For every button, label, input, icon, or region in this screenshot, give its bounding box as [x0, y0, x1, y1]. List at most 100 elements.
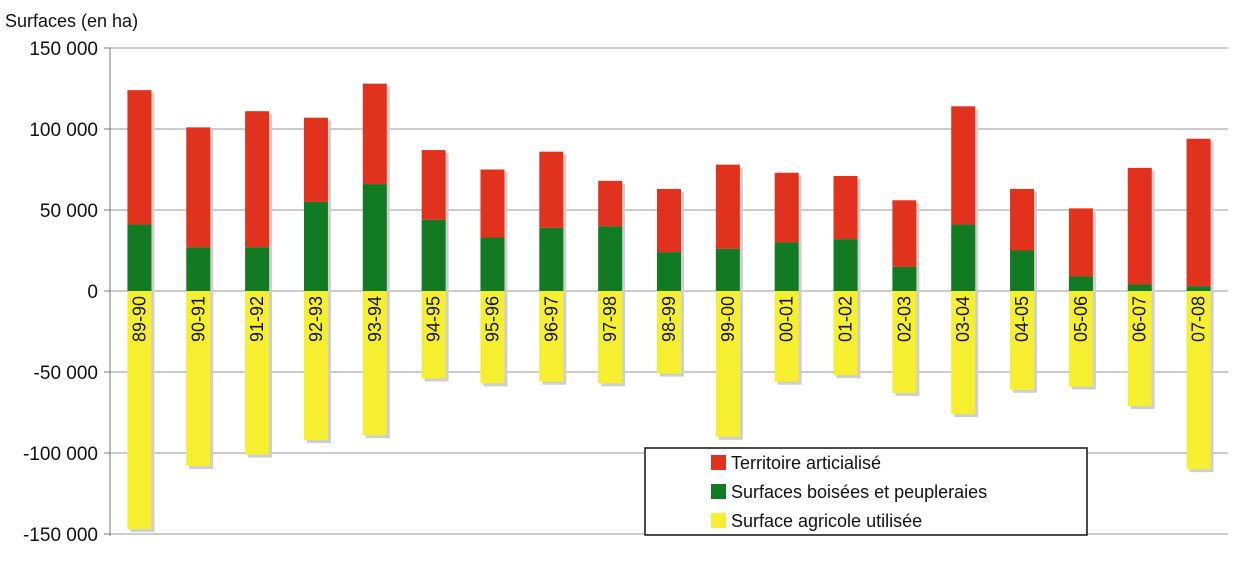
x-category-label: 93-94 — [365, 296, 385, 342]
y-tick-label: -50 000 — [34, 363, 98, 384]
bar-territoire — [598, 180, 623, 227]
bar-boisees — [245, 247, 270, 291]
bar-territoire — [421, 150, 446, 220]
bar-group-06-07: 06-07 — [1127, 167, 1155, 410]
bar-boisees — [715, 248, 740, 291]
bar-territoire — [362, 83, 387, 185]
bar-group-89-90: 89-90 — [127, 90, 155, 533]
bar-boisees — [539, 227, 564, 291]
x-category-label: 03-04 — [953, 296, 973, 342]
bar-boisees — [774, 242, 799, 291]
bar-territoire — [1010, 188, 1035, 251]
y-tick-label: 150 000 — [29, 39, 98, 60]
bar-boisees — [1068, 276, 1093, 291]
legend-label: Surface agricole utilisée — [731, 511, 922, 531]
legend-swatch — [711, 455, 726, 470]
legend-swatch — [711, 513, 726, 528]
bar-group-93-94: 93-94 — [362, 83, 390, 439]
bar-agricole — [421, 291, 446, 379]
y-axis-label: Surfaces (en ha) — [5, 11, 138, 31]
x-category-label: 96-97 — [541, 296, 561, 342]
bar-agricole — [598, 291, 623, 384]
bar-boisees — [951, 224, 976, 291]
bar-territoire — [715, 164, 740, 249]
bar-territoire — [127, 90, 152, 225]
bar-boisees — [892, 266, 917, 291]
bar-agricole — [245, 291, 270, 455]
bar-territoire — [1186, 138, 1211, 287]
x-category-label: 00-01 — [777, 296, 797, 342]
x-category-label: 98-99 — [659, 296, 679, 342]
bar-territoire — [833, 175, 858, 240]
y-tick-label: -150 000 — [23, 525, 98, 546]
x-category-label: 91-92 — [247, 296, 267, 342]
x-category-label: 92-93 — [306, 296, 326, 342]
bar-group-95-96: 95-96 — [480, 169, 508, 387]
bar-boisees — [833, 239, 858, 291]
bar-agricole — [303, 291, 328, 441]
legend-swatch — [711, 484, 726, 499]
y-tick-label: 50 000 — [40, 201, 98, 222]
bar-territoire — [774, 172, 799, 243]
x-category-label: 01-02 — [836, 296, 856, 342]
bar-agricole — [480, 291, 505, 384]
bar-agricole — [1186, 291, 1211, 470]
legend-label: Surfaces boisées et peupleraies — [731, 482, 987, 502]
bar-agricole — [774, 291, 799, 382]
bar-territoire — [245, 111, 270, 248]
bars: 89-90 90-91 91-92 92-93 93-94 94-95 95-96 96-97… — [127, 83, 1214, 533]
bar-boisees — [303, 201, 328, 291]
bar-boisees — [1127, 284, 1152, 291]
bar-territoire — [951, 106, 976, 225]
bar-boisees — [1186, 286, 1211, 291]
bar-territoire — [1068, 208, 1093, 277]
x-category-label: 05-06 — [1071, 296, 1091, 342]
x-category-label: 90-91 — [188, 296, 208, 342]
bar-group-91-92: 91-92 — [245, 111, 273, 458]
bar-group-90-91: 90-91 — [186, 127, 214, 469]
bar-territoire — [539, 151, 564, 228]
bar-agricole — [833, 291, 858, 376]
x-category-label: 99-00 — [718, 296, 738, 342]
x-category-label: 07-08 — [1189, 296, 1209, 342]
y-tick-label: -100 000 — [23, 444, 98, 465]
bar-agricole — [657, 291, 681, 374]
bar-territoire — [657, 188, 681, 253]
bar-territoire — [1127, 167, 1152, 285]
bar-agricole — [127, 291, 152, 530]
y-axis: 150 000 100 000 50 000 0 -50 000 -100 000 -150… — [23, 39, 111, 546]
bar-group-99-00: 99-00 — [715, 164, 743, 440]
bar-group-03-04: 03-04 — [951, 106, 979, 418]
bar-agricole — [539, 291, 564, 382]
bar-agricole — [186, 291, 211, 466]
bar-boisees — [1010, 250, 1035, 291]
bar-group-05-06: 05-06 — [1068, 208, 1096, 390]
bar-group-97-98: 97-98 — [598, 180, 626, 387]
legend-label: Territoire articialisé — [731, 453, 881, 473]
bar-boisees — [127, 224, 152, 291]
bar-territoire — [186, 127, 211, 248]
bar-group-07-08: 07-08 — [1186, 138, 1214, 473]
bar-boisees — [362, 184, 387, 291]
x-category-label: 06-07 — [1130, 296, 1150, 342]
bar-group-00-01: 00-01 — [774, 172, 802, 385]
bar-boisees — [186, 247, 211, 291]
bar-agricole — [362, 291, 387, 436]
bar-group-04-05: 04-05 — [1010, 188, 1038, 393]
bar-boisees — [421, 219, 446, 291]
x-category-label: 04-05 — [1012, 296, 1032, 342]
x-category-label: 95-96 — [482, 296, 502, 342]
bar-agricole — [1127, 291, 1152, 407]
bar-agricole — [1010, 291, 1035, 390]
bar-boisees — [480, 237, 505, 291]
y-tick-label: 0 — [87, 282, 98, 303]
bar-group-96-97: 96-97 — [539, 151, 567, 385]
bar-group-01-02: 01-02 — [833, 175, 861, 379]
bar-territoire — [480, 169, 505, 238]
bar-boisees — [598, 226, 623, 291]
bar-agricole — [951, 291, 976, 415]
bar-group-98-99: 98-99 — [657, 188, 684, 377]
bar-agricole — [892, 291, 917, 394]
x-category-label: 97-98 — [600, 296, 620, 342]
